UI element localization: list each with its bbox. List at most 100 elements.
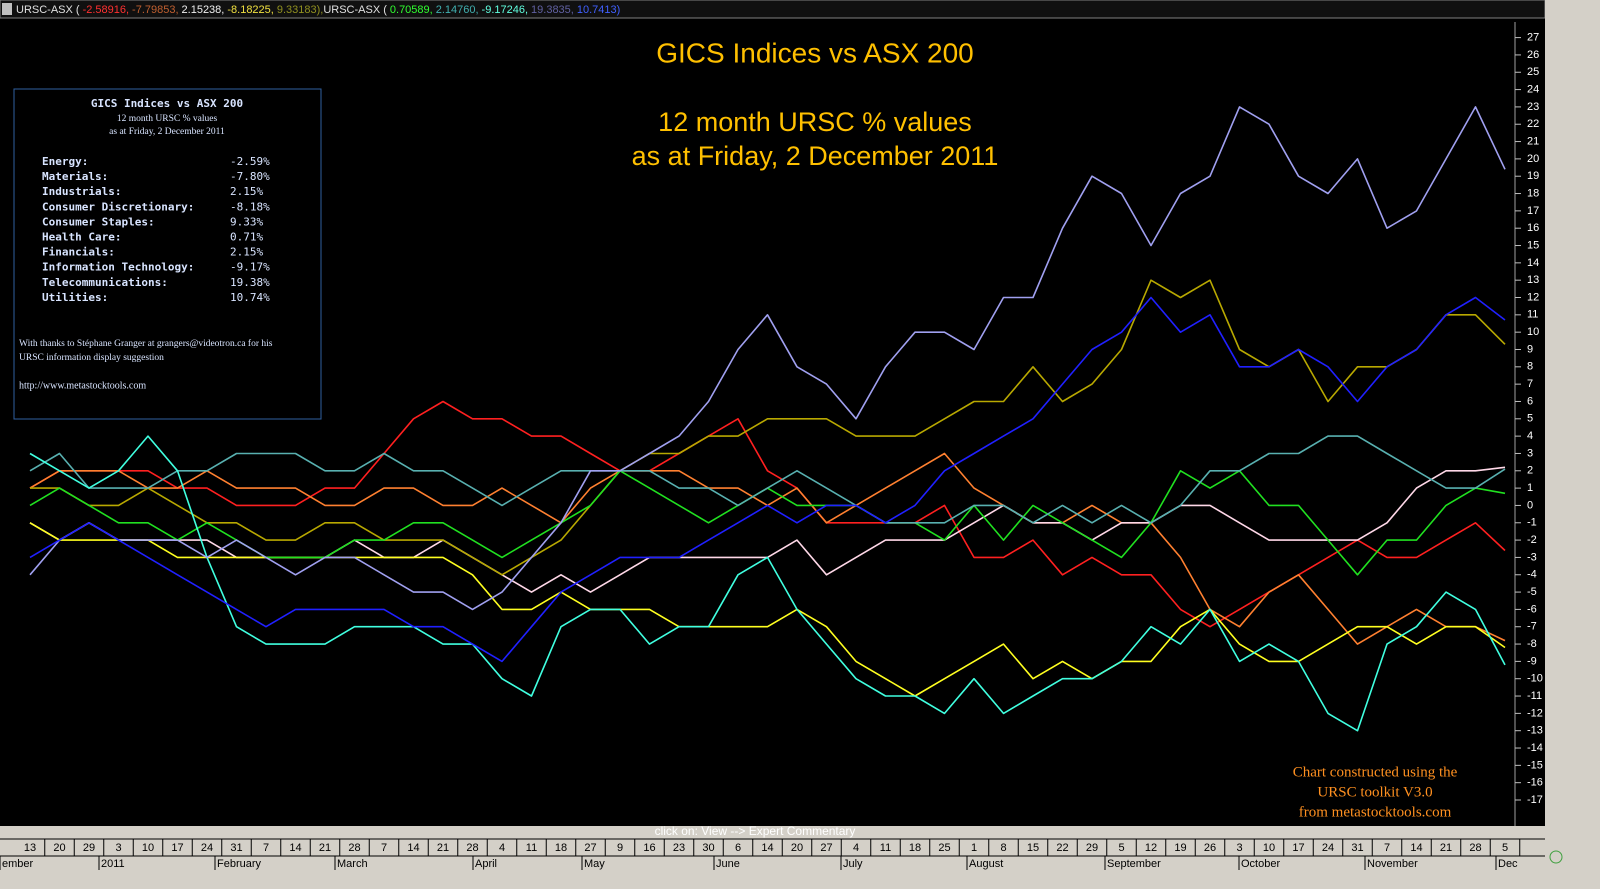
info-line: 12 month URSC % values	[117, 114, 218, 124]
header-value: -9.17246,	[482, 4, 528, 16]
x-tick-label: 27	[820, 842, 832, 854]
y-tick-label: -14	[1527, 742, 1543, 754]
info-row-value: -9.17%	[230, 261, 270, 274]
x-tick-label: 11	[880, 842, 891, 854]
y-tick-label: -16	[1527, 777, 1543, 789]
header-value: 2.15238,	[182, 4, 225, 16]
y-tick-label: 23	[1527, 101, 1539, 113]
x-tick-label: 31	[1351, 842, 1363, 854]
x-tick-label: 24	[1322, 842, 1334, 854]
y-tick-label: 10	[1527, 326, 1539, 338]
y-tick-label: 24	[1527, 83, 1539, 95]
x-tick-label: 3	[115, 842, 121, 854]
x-tick-label: 28	[348, 842, 360, 854]
footer-text[interactable]: click on: View --> Expert Commentary	[655, 824, 856, 838]
chart-subtitle: as at Friday, 2 December 2011	[632, 141, 999, 171]
x-tick-label: 23	[673, 842, 685, 854]
y-tick-label: 7	[1527, 378, 1533, 390]
header-value: -7.79853,	[132, 4, 178, 16]
y-tick-label: -10	[1527, 673, 1543, 685]
x-tick-label: 26	[1204, 842, 1216, 854]
info-title: GICS Indices vs ASX 200	[91, 97, 243, 110]
x-tick-label: 10	[142, 842, 154, 854]
month-label: June	[716, 858, 740, 870]
x-tick-label: 25	[938, 842, 950, 854]
series-line	[29, 400, 1506, 628]
series-line	[30, 279, 1506, 576]
x-tick-label: 19	[1174, 842, 1186, 854]
x-tick-label: 20	[53, 842, 65, 854]
x-tick-label: 7	[381, 842, 387, 854]
x-tick-label: 1	[971, 842, 977, 854]
x-tick-label: 14	[1410, 842, 1422, 854]
info-row-value: -7.80%	[230, 170, 270, 183]
x-tick-label: 27	[584, 842, 596, 854]
info-line: as at Friday, 2 December 2011	[109, 127, 225, 137]
header-name: URSC-ASX (	[16, 4, 80, 16]
series-line	[29, 296, 1506, 663]
y-tick-label: 13	[1527, 274, 1539, 286]
y-tick-label: -13	[1527, 725, 1543, 737]
info-row-value: 0.71%	[230, 231, 263, 244]
x-tick-label: 20	[791, 842, 803, 854]
info-note: URSC information display suggestion	[19, 352, 164, 363]
month-label: October	[1241, 858, 1280, 870]
series-line	[29, 435, 1506, 732]
info-note: With thanks to Stéphane Granger at grang…	[19, 338, 273, 349]
y-tick-label: -6	[1527, 603, 1537, 615]
y-tick-label: 2	[1527, 465, 1533, 477]
month-label: August	[969, 858, 1003, 870]
x-tick-label: 29	[1086, 842, 1098, 854]
y-tick-label: -3	[1527, 551, 1537, 563]
y-tick-label: 16	[1527, 222, 1539, 234]
y-tick-label: 22	[1527, 118, 1539, 130]
y-tick-label: 20	[1527, 153, 1539, 165]
annotation: URSC toolkit V3.0	[1317, 784, 1432, 800]
series-line	[29, 435, 1506, 524]
header-value: 2.14760,	[436, 4, 479, 16]
x-tick-label: 17	[171, 842, 183, 854]
info-row-label: Financials:	[42, 246, 115, 259]
x-tick-label: 14	[407, 842, 419, 854]
y-tick-label: -12	[1527, 707, 1543, 719]
header-value: -8.18225,	[227, 4, 273, 16]
info-row-label: Industrials:	[42, 185, 121, 198]
x-tick-label: 8	[1000, 842, 1006, 854]
header-value: 19.3835,	[531, 4, 574, 16]
y-tick-label: -11	[1527, 690, 1542, 702]
y-tick-label: 1	[1527, 482, 1533, 494]
month-label: May	[584, 858, 605, 870]
header-text: URSC-ASX (-2.58916, -7.79853, 2.15238, -8.1…	[16, 4, 620, 16]
x-tick-label: 22	[1056, 842, 1068, 854]
info-url[interactable]: http://www.metastocktools.com	[19, 380, 146, 391]
month-label: April	[475, 858, 497, 870]
x-tick-label: 13	[24, 842, 36, 854]
month-label: November	[1367, 858, 1418, 870]
x-tick-label: 6	[735, 842, 741, 854]
x-tick-label: 14	[761, 842, 773, 854]
y-tick-label: 4	[1527, 430, 1533, 442]
month-label: Dec	[1498, 858, 1518, 870]
y-tick-label: 26	[1527, 49, 1539, 61]
side-strip	[1545, 0, 1600, 889]
chart-title: GICS Indices vs ASX 200	[656, 37, 974, 68]
info-row-label: Energy:	[42, 155, 88, 168]
x-tick-label: 11	[526, 842, 537, 854]
y-tick-label: 3	[1527, 447, 1533, 459]
x-tick-label: 16	[643, 842, 655, 854]
y-tick-label: -7	[1527, 621, 1537, 633]
x-axis-bar	[0, 826, 1545, 889]
y-tick-label: -4	[1527, 569, 1537, 581]
x-tick-label: 21	[437, 842, 449, 854]
x-tick-label: 3	[1236, 842, 1242, 854]
x-tick-label: 9	[617, 842, 623, 854]
series-line	[29, 106, 1506, 611]
x-tick-label: 18	[555, 842, 567, 854]
x-tick-label: 31	[230, 842, 242, 854]
status-icon[interactable]	[1549, 850, 1563, 864]
x-tick-label: 28	[466, 842, 478, 854]
info-row-label: Information Technology:	[42, 261, 194, 274]
info-row-value: -2.59%	[230, 155, 270, 168]
